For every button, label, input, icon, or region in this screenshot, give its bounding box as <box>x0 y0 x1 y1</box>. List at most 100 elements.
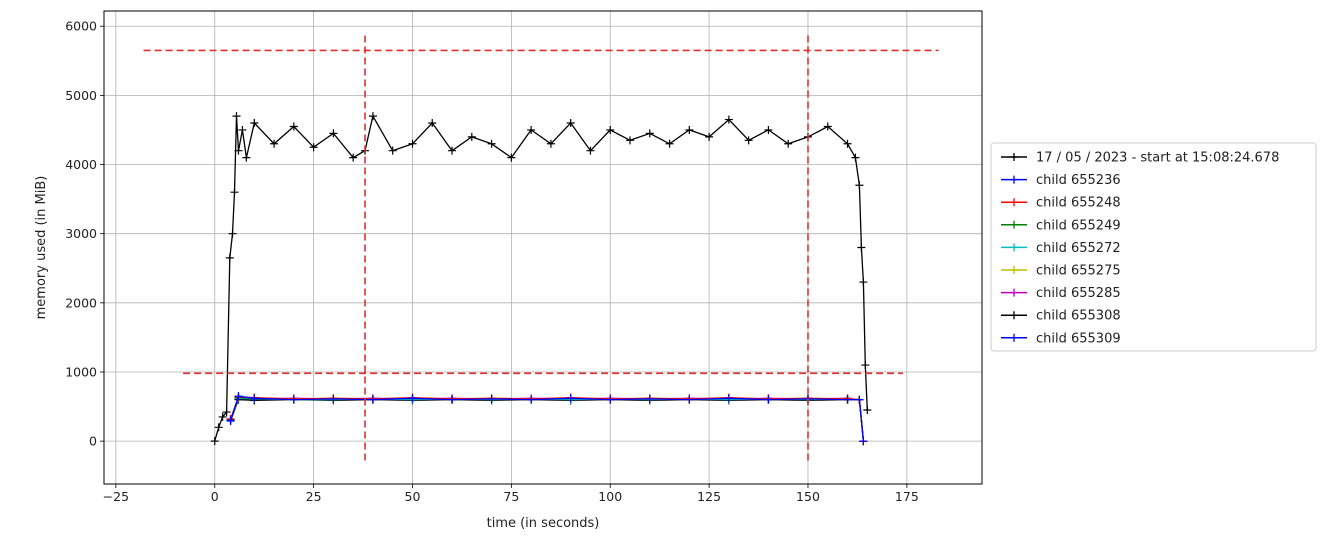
legend-item: 17 / 05 / 2023 - start at 15:08:24.678 <box>1001 151 1279 166</box>
data-point <box>764 125 773 134</box>
data-point <box>214 423 223 432</box>
data-point <box>645 394 654 403</box>
data-point <box>230 188 239 197</box>
data-point <box>226 416 235 425</box>
data-point <box>242 153 251 162</box>
series-6 <box>226 393 868 446</box>
data-point <box>467 132 476 141</box>
series-line <box>229 396 865 442</box>
legend-marker <box>1010 333 1018 342</box>
series-line <box>229 398 865 442</box>
x-tick-label: −25 <box>103 489 129 504</box>
data-point <box>606 125 615 134</box>
data-point <box>238 125 247 134</box>
data-point <box>764 395 773 404</box>
data-point <box>527 125 536 134</box>
data-point <box>388 146 397 155</box>
series-line <box>229 397 865 442</box>
data-point <box>855 181 864 190</box>
series-4 <box>226 394 868 446</box>
data-point <box>250 119 259 128</box>
data-point <box>250 394 259 403</box>
data-point <box>408 139 417 148</box>
grid-lines <box>104 11 982 484</box>
data-point <box>861 361 870 370</box>
legend-marker <box>1010 311 1018 320</box>
data-point <box>685 395 694 404</box>
data-point <box>507 153 516 162</box>
data-point <box>368 395 377 404</box>
x-tick-label: 150 <box>796 489 820 504</box>
legend-item: child 655309 <box>1001 331 1121 346</box>
series-line <box>229 395 865 442</box>
x-tick-label: 0 <box>211 489 219 504</box>
legend-item: child 655308 <box>1001 309 1121 324</box>
data-point <box>843 395 852 404</box>
y-tick-label: 5000 <box>65 88 97 103</box>
data-point <box>566 394 575 403</box>
data-point <box>210 437 219 446</box>
data-point <box>685 125 694 134</box>
series-8 <box>226 394 868 446</box>
series-0 <box>210 112 872 446</box>
y-tick-label: 6000 <box>65 19 97 34</box>
x-tick-label: 50 <box>405 489 421 504</box>
data-point <box>606 395 615 404</box>
legend-label: child 655236 <box>1036 173 1121 188</box>
data-point <box>232 112 241 121</box>
data-point <box>527 395 536 404</box>
axes-frame <box>103 10 983 485</box>
y-tick-label: 0 <box>89 434 97 449</box>
data-point <box>705 132 714 141</box>
data-point <box>448 395 457 404</box>
series-line <box>229 397 865 442</box>
legend-label: 17 / 05 / 2023 - start at 15:08:24.678 <box>1036 151 1279 166</box>
series-3 <box>226 393 868 446</box>
data-point <box>823 122 832 131</box>
series-1 <box>226 392 868 446</box>
series-7 <box>226 395 868 446</box>
data-point <box>645 129 654 138</box>
data-point <box>546 139 555 148</box>
legend-label: child 655248 <box>1036 196 1121 211</box>
data-point <box>784 139 793 148</box>
legend-label: child 655249 <box>1036 218 1121 233</box>
legend-marker <box>1010 288 1018 297</box>
data-point <box>368 112 377 121</box>
legend-item: child 655248 <box>1001 196 1121 211</box>
data-point <box>270 139 279 148</box>
legend-item: child 655275 <box>1001 264 1121 279</box>
data-point <box>329 129 338 138</box>
data-point <box>626 136 635 145</box>
legend-item: child 655236 <box>1001 173 1121 188</box>
data-point <box>329 394 338 403</box>
data-point <box>408 394 417 403</box>
data-point <box>857 243 866 252</box>
x-tick-label: 75 <box>503 489 519 504</box>
data-point <box>487 394 496 403</box>
data-point <box>448 146 457 155</box>
data-point <box>289 122 298 131</box>
data-point <box>744 136 753 145</box>
data-point <box>855 395 864 404</box>
axis-ticks: −25 0 25 50 75 100 125 150 175 0 1000 2000 3000 4000 5… <box>65 19 919 504</box>
y-tick-label: 1000 <box>65 364 97 379</box>
legend-marker <box>1010 243 1018 252</box>
y-tick-label: 3000 <box>65 226 97 241</box>
series-line <box>229 396 865 442</box>
x-tick-label: 100 <box>598 489 622 504</box>
data-point <box>222 408 231 417</box>
data-point <box>665 139 674 148</box>
data-point <box>234 392 243 401</box>
data-point <box>228 229 237 238</box>
x-tick-label: 175 <box>895 489 919 504</box>
legend-label: child 655308 <box>1036 309 1121 324</box>
x-axis-label: time (in seconds) <box>487 516 600 531</box>
x-tick-label: 125 <box>697 489 721 504</box>
legend-item: child 655249 <box>1001 218 1121 233</box>
data-point <box>218 412 227 421</box>
data-point <box>724 115 733 124</box>
legend-label: child 655272 <box>1036 241 1121 256</box>
data-point <box>487 139 496 148</box>
data-point <box>863 406 872 415</box>
